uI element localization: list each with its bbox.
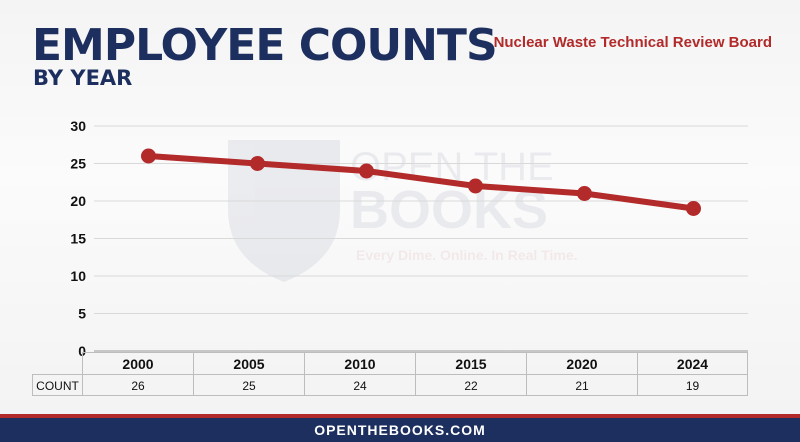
data-point-2010 (359, 163, 374, 179)
count-row-label: COUNT (32, 374, 82, 396)
count-value-2024: 19 (637, 374, 748, 396)
year-label-2024: 2024 (637, 352, 748, 374)
y-tick-label: 30 (70, 118, 86, 134)
data-table: 2000 2005 2010 2015 2020 2024 COUNT 26 25 24 22 2… (32, 352, 748, 396)
data-point-2015 (468, 178, 483, 194)
chart-subtitle: BY YEAR (33, 66, 133, 90)
count-value-2005: 25 (193, 374, 304, 396)
watermark: OPEN THE BOOKS Every Dime. Online. In Re… (228, 140, 578, 282)
y-tick-label: 15 (70, 231, 86, 247)
y-tick-label: 20 (70, 193, 86, 209)
data-point-2005 (250, 156, 265, 171)
count-value-2015: 22 (415, 374, 526, 396)
count-value-2000: 26 (82, 374, 193, 396)
year-label-2015: 2015 (415, 352, 526, 374)
data-point-2024 (686, 201, 701, 216)
year-label-2005: 2005 (193, 352, 304, 374)
y-tick-label: 5 (78, 306, 86, 322)
count-value-2020: 21 (526, 374, 637, 396)
footer-banner: OPENTHEBOOKS.COM (0, 414, 800, 442)
year-label-2010: 2010 (304, 352, 415, 374)
y-tick-label: 25 (70, 156, 86, 172)
year-label-2000: 2000 (82, 352, 193, 374)
y-tick-label: 0 (78, 343, 86, 359)
y-tick-label: 10 (70, 268, 86, 284)
count-value-2010: 24 (304, 374, 415, 396)
year-row: 2000 2005 2010 2015 2020 2024 (32, 352, 748, 374)
count-row: COUNT 26 25 24 22 21 19 (32, 374, 748, 396)
year-label-2020: 2020 (526, 352, 637, 374)
series-count (141, 148, 701, 216)
chart-title: EMPLOYEE COUNTS (32, 20, 498, 71)
watermark-tagline: Every Dime. Online. In Real Time. (356, 247, 578, 263)
data-point-2000 (141, 148, 156, 164)
agency-name: Nuclear Waste Technical Review Board (493, 34, 772, 51)
data-point-2020 (577, 186, 592, 201)
shield-icon (228, 140, 340, 282)
y-tick-labels: 0 5 10 15 20 25 30 (70, 118, 86, 359)
series-line (148, 153, 694, 212)
